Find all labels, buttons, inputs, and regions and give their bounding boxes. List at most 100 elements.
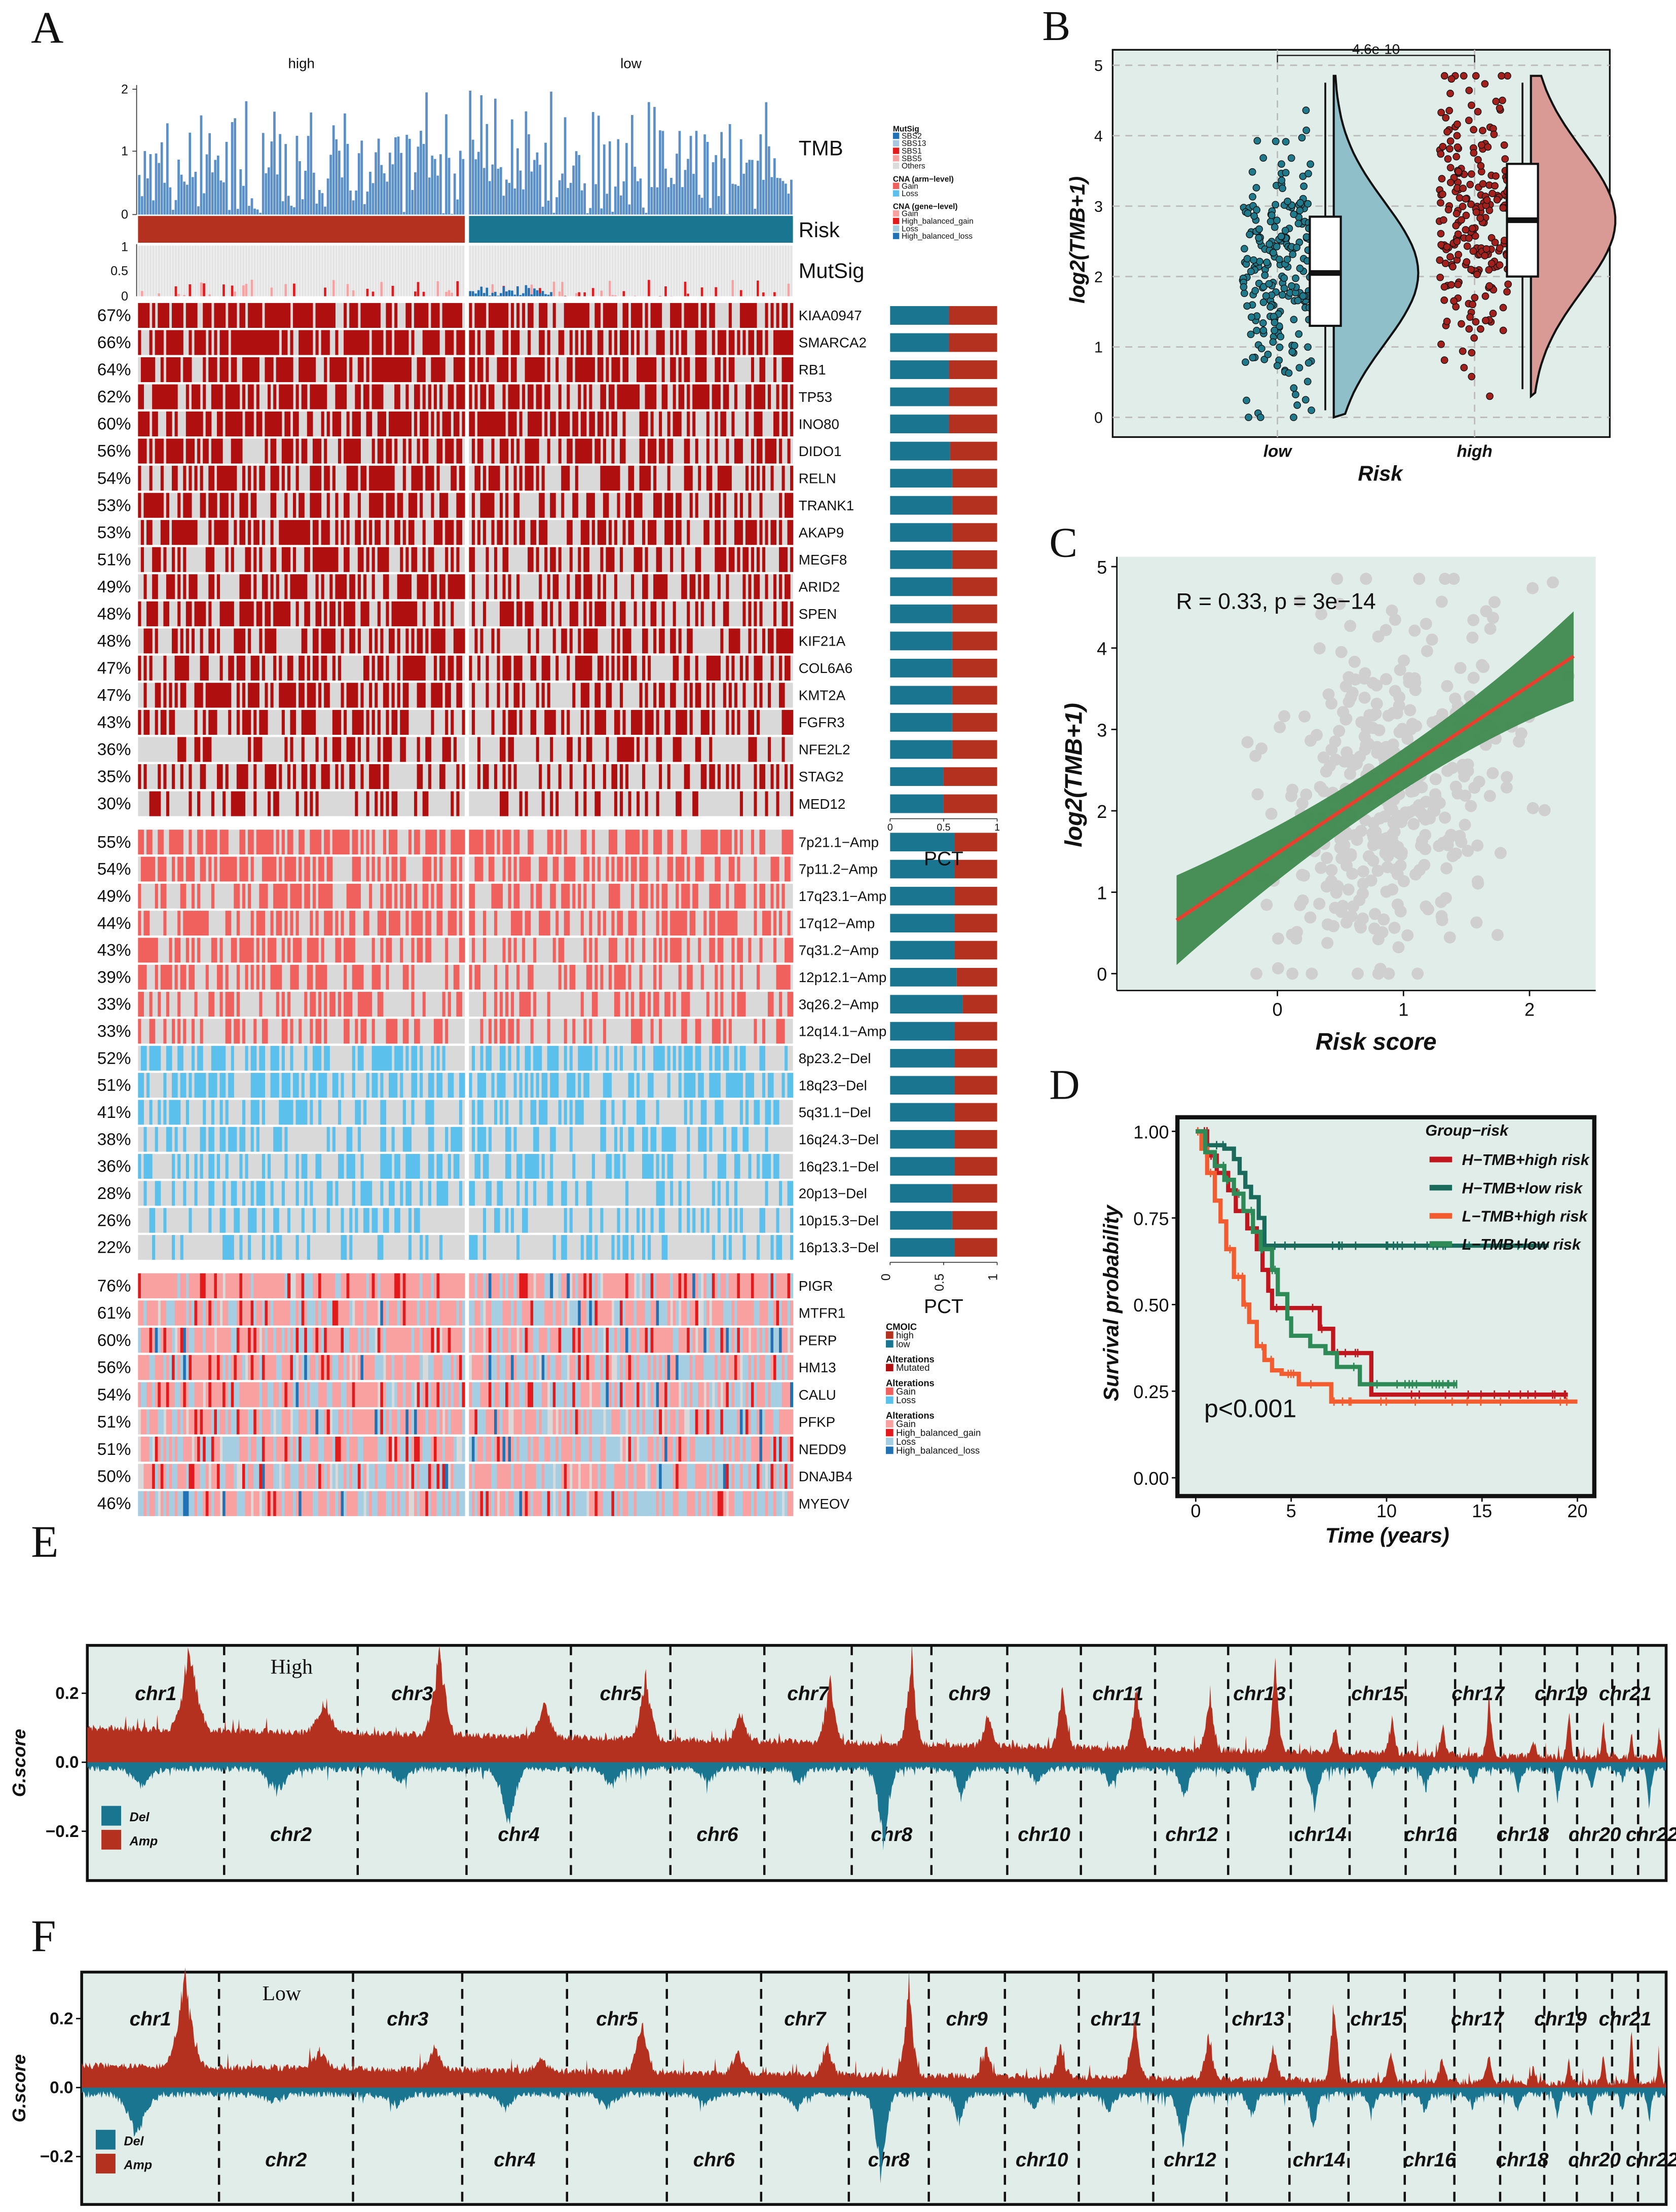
heatmap-cell [687, 1073, 690, 1098]
heatmap-cell [765, 438, 768, 464]
heatmap-cell [608, 1273, 612, 1298]
heatmap-cell [234, 357, 237, 383]
heatmap-cell [208, 1273, 212, 1298]
heatmap-cell [216, 1273, 220, 1298]
heatmap-cell [259, 883, 263, 909]
heatmap-cell [645, 411, 648, 437]
heatmap-cell [335, 764, 339, 790]
heatmap-cell [552, 411, 556, 437]
heatmap-cell [781, 737, 785, 762]
heatmap-cell [265, 303, 268, 328]
heatmap-cell [451, 791, 454, 816]
heatmap-cell [245, 964, 248, 990]
heatmap-cell [389, 628, 392, 654]
heatmap-cell [433, 303, 437, 328]
heatmap-cell [536, 384, 539, 409]
mutsig-bar [709, 245, 712, 296]
tmb-bar [310, 112, 313, 215]
heatmap-cell [422, 411, 426, 437]
heatmap-cell [287, 683, 291, 708]
heatmap-cell [177, 493, 181, 518]
heatmap-cell [776, 384, 779, 409]
heatmap-cell [433, 628, 437, 654]
heatmap-cell [767, 911, 771, 936]
heatmap-cell [695, 547, 698, 572]
heatmap-cell [436, 683, 440, 708]
heatmap-cell [239, 628, 243, 654]
heatmap-cell [622, 709, 626, 735]
tmb-bar [417, 146, 420, 215]
heatmap-cell [709, 655, 713, 681]
heatmap-cell [706, 683, 710, 708]
heatmap-cell [143, 628, 147, 654]
heatmap-cell [442, 357, 445, 383]
heatmap-cell [389, 1300, 392, 1326]
heatmap-cell [380, 883, 384, 909]
heatmap-cell [324, 737, 327, 762]
heatmap-cell [539, 1045, 542, 1071]
tmb-bar [380, 165, 383, 215]
heatmap-cell [189, 1300, 192, 1326]
heatmap-cell [751, 1073, 754, 1098]
heatmap-cell [436, 466, 440, 491]
heatmap-cell [642, 1127, 646, 1152]
heatmap-cell [709, 911, 713, 936]
heatmap-cell [216, 628, 220, 654]
heatmap-cell [146, 1073, 150, 1098]
mutsig-segment [231, 285, 234, 296]
heatmap-cell [299, 520, 302, 545]
tmb-bar [751, 160, 754, 215]
tmb-bar [420, 131, 422, 215]
tmb-bar [425, 92, 428, 215]
heatmap-cell [191, 303, 195, 328]
heatmap-cell [762, 1273, 766, 1298]
heatmap-cell [433, 830, 437, 855]
heatmap-cell [242, 883, 246, 909]
heatmap-cell [656, 883, 659, 909]
heatmap-cell [516, 1154, 520, 1179]
heatmap-cell [301, 628, 305, 654]
heatmap-cell [754, 303, 757, 328]
heatmap-cell [656, 493, 659, 518]
heatmap-cell [346, 737, 350, 762]
heatmap-cell [422, 330, 426, 355]
heatmap-cell [474, 628, 478, 654]
heatmap-cell [695, 791, 698, 816]
heatmap-cell [625, 1208, 629, 1233]
heatmap-cell [700, 357, 704, 383]
heatmap-cell [670, 911, 674, 936]
heatmap-cell [558, 1100, 562, 1125]
heatmap-cell [469, 1300, 472, 1326]
mutsig-bar [653, 245, 656, 296]
heatmap-cell [391, 466, 395, 491]
heatmap-cell [380, 1154, 384, 1179]
heatmap-cell [645, 357, 648, 383]
heatmap-cell [248, 1273, 251, 1298]
heatmap-cell [670, 493, 674, 518]
heatmap-cell [228, 1019, 232, 1044]
mutsig-bar [600, 245, 603, 296]
heatmap-cell [451, 1127, 454, 1152]
heatmap-cell [471, 520, 475, 545]
heatmap-cell [369, 493, 373, 518]
heatmap-cell [411, 655, 415, 681]
heatmap-cell [338, 411, 342, 437]
heatmap-cell [787, 992, 791, 1017]
heatmap-cell [369, 883, 373, 909]
tmb-bar [567, 188, 569, 215]
heatmap-cell [279, 1235, 282, 1260]
heatmap-cell [140, 992, 144, 1017]
row-percent: 67% [97, 307, 131, 325]
heatmap-cell [715, 1300, 718, 1326]
heatmap-cell [742, 1235, 746, 1260]
heatmap-cell [653, 601, 657, 626]
heatmap-cell [371, 466, 375, 491]
heatmap-cell [594, 791, 598, 816]
heatmap-cell [138, 330, 141, 355]
heatmap-cell [371, 1300, 375, 1326]
heatmap-cell [720, 964, 724, 990]
row-label: 12p12.1−Amp [799, 969, 887, 985]
pct-bar-high [954, 914, 997, 932]
heatmap-cell [414, 883, 418, 909]
heatmap-cell [728, 1273, 732, 1298]
